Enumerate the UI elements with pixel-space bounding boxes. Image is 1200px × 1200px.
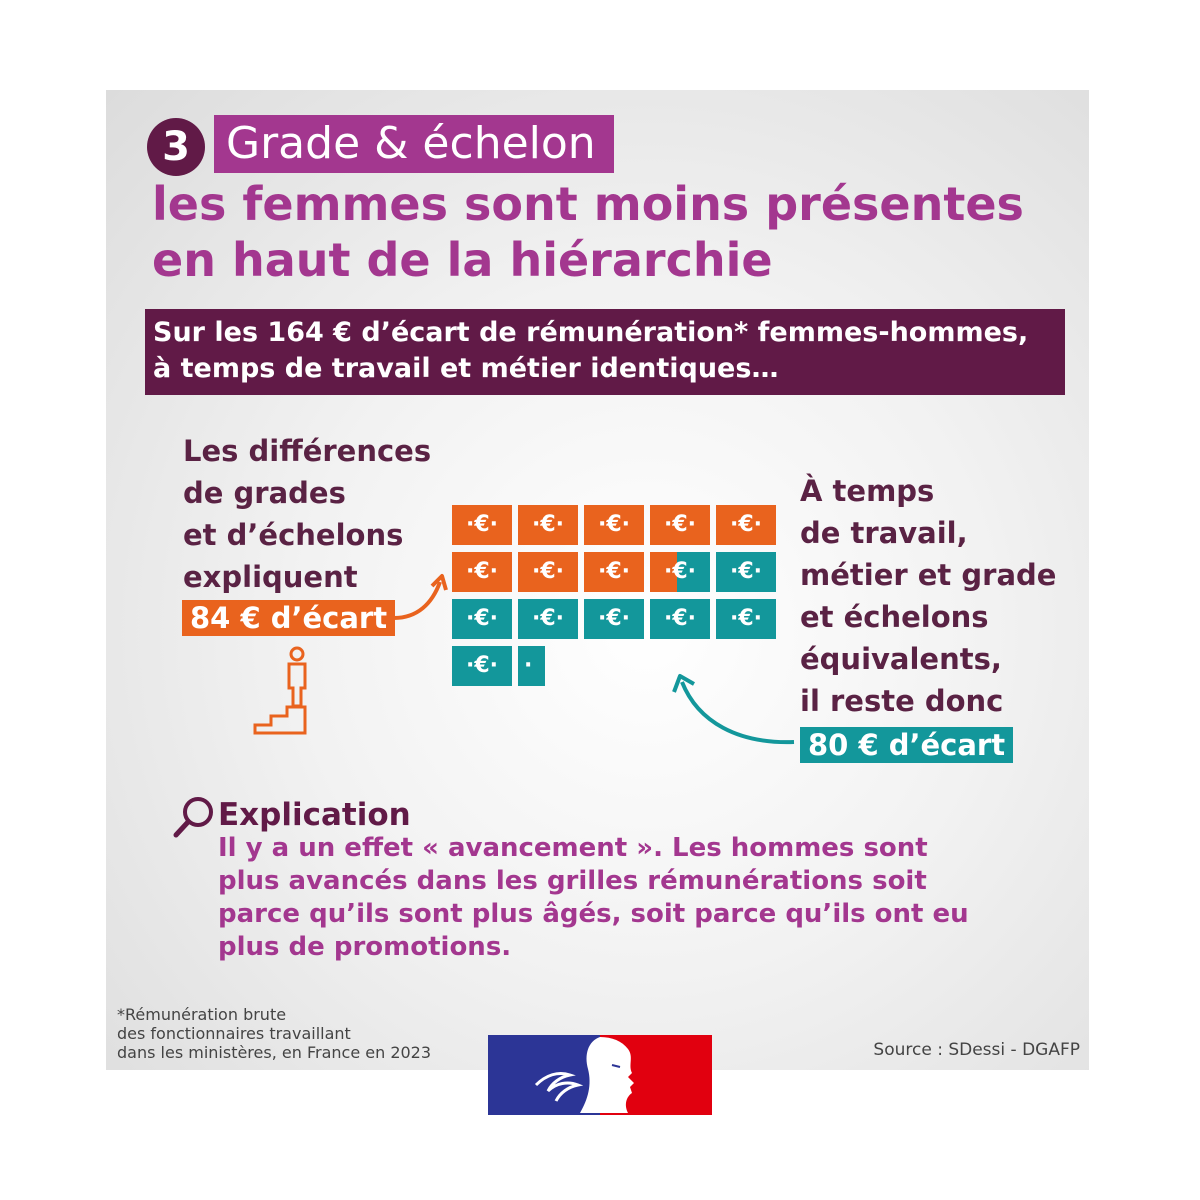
explanation-line: plus de promotions. — [218, 932, 512, 962]
euro-cell: ·€· — [584, 552, 644, 592]
remaining-gap-badge: 80 € d’écart — [800, 727, 1014, 763]
remaining-line: et échelons — [800, 600, 989, 634]
section-number: 3 — [147, 118, 205, 176]
euro-cell: ·€· — [452, 646, 512, 686]
banner-line: à temps de travail et métier identiques… — [153, 353, 779, 384]
euro-cell: ·€· — [716, 505, 776, 545]
person-on-stairs-icon — [253, 646, 307, 735]
explained-line: expliquent — [183, 560, 358, 594]
source-note: Source : SDessi - DGAFP — [873, 1040, 1080, 1060]
explained-line: et d’échelons — [183, 518, 404, 552]
euro-cell: ·€· — [716, 552, 776, 592]
arrow-from-remaining-icon — [672, 674, 795, 745]
euro-cell: ·€· — [518, 599, 578, 639]
explanation-line: plus avancés dans les grilles rémunérati… — [218, 866, 927, 896]
marianne-logo — [488, 1035, 712, 1115]
euro-cell: ·€· — [452, 505, 512, 545]
euro-cell: ·€· — [452, 599, 512, 639]
explanation-line: Il y a un effet « avancement ». Les homm… — [218, 833, 928, 863]
footnote: *Rémunération brute des fonctionnaires t… — [117, 1005, 431, 1062]
euro-cell: ·€· — [518, 505, 578, 545]
explained-line: Les différences — [183, 434, 432, 468]
explained-line: de grades — [183, 476, 346, 510]
euro-cell: ·€· — [650, 505, 710, 545]
context-banner: Sur les 164 € d’écart de rémunération* f… — [145, 309, 1065, 395]
euro-cell: ·€· — [650, 599, 710, 639]
explained-gap-badge: 84 € d’écart — [182, 600, 396, 636]
remaining-line: équivalents, — [800, 642, 1002, 676]
euro-cell: ·€· — [584, 599, 644, 639]
marianne-profile-icon — [534, 1037, 634, 1113]
euro-cell: ·€· — [452, 552, 512, 592]
explanation-line: parce qu’ils sont plus âgés, soit parce … — [218, 899, 969, 929]
headline-line: en haut de la hiérarchie — [152, 233, 773, 287]
banner-line: Sur les 164 € d’écart de rémunération* f… — [153, 317, 1029, 348]
euro-cell: ·€· — [650, 552, 710, 592]
headline: les femmes sont moins présentes en haut … — [152, 176, 1052, 288]
magnifier-icon — [173, 797, 213, 838]
euro-cell: ·€· — [518, 552, 578, 592]
euro-cell: ·€· — [716, 599, 776, 639]
remaining-line: À temps — [800, 474, 935, 508]
footnote-line: dans les ministères, en France en 2023 — [117, 1043, 432, 1062]
euro-cell: · — [518, 646, 545, 686]
remaining-line: il reste donc — [800, 684, 1004, 718]
headline-line: les femmes sont moins présentes — [152, 177, 1024, 231]
explanation-body: Il y a un effet « avancement ». Les homm… — [218, 832, 978, 964]
explained-text: Les différences de grades et d’échelons … — [183, 430, 431, 598]
footnote-line: des fonctionnaires travaillant — [117, 1024, 351, 1043]
explanation-title: Explication — [218, 797, 411, 833]
euro-cell: ·€· — [584, 505, 644, 545]
remaining-line: de travail, — [800, 516, 968, 550]
remaining-text: À temps de travail, métier et grade et é… — [800, 470, 1056, 722]
section-title: Grade & échelon — [214, 115, 614, 173]
footnote-line: *Rémunération brute — [117, 1005, 287, 1024]
remaining-line: métier et grade — [800, 558, 1057, 592]
arrow-to-grid-icon — [393, 574, 448, 620]
